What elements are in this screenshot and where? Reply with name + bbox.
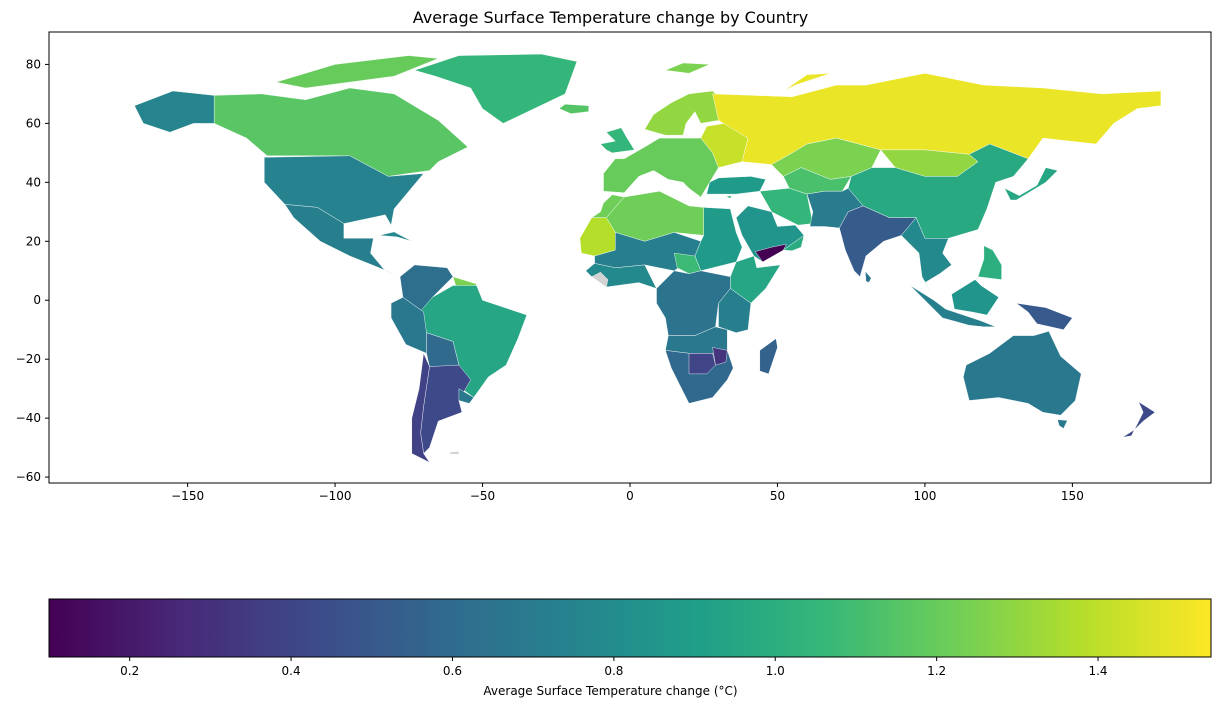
country-sri-lanka [865, 270, 872, 283]
x-tick: 50 [770, 483, 785, 503]
y-tick-label: 40 [26, 175, 41, 189]
x-tick-label: −50 [470, 489, 495, 503]
y-tick: −20 [16, 352, 49, 366]
y-tick-label: 0 [33, 293, 41, 307]
country-uruguay [458, 388, 474, 404]
country-madagascar [759, 338, 778, 375]
country-greenland [414, 53, 578, 124]
x-tick: 100 [913, 483, 936, 503]
country-svalbard [664, 62, 710, 74]
x-tick: 0 [626, 483, 634, 503]
y-tick-label: 80 [26, 57, 41, 71]
map-title: Average Surface Temperature change by Co… [412, 8, 809, 27]
x-tick-label: 0 [626, 489, 634, 503]
country-canada [213, 87, 469, 177]
country-novaya-zemlya [783, 73, 831, 92]
country-korea-japan [1004, 167, 1058, 201]
x-tick-label: −150 [171, 489, 204, 503]
country-india [839, 205, 917, 278]
y-tick: −40 [16, 411, 49, 425]
country-sahel [594, 232, 702, 272]
country-arctic-archipelago [276, 55, 439, 89]
country-cuba-caribbean [379, 231, 412, 242]
x-tick: 150 [1061, 483, 1084, 503]
x-tick: −50 [470, 483, 495, 503]
country-philippines [977, 245, 1002, 280]
colorbar [48, 598, 1212, 658]
y-tick: 80 [26, 57, 49, 71]
x-tick: −100 [319, 483, 352, 503]
country-sierra-leone-liberia [591, 271, 609, 288]
country-mexico-central-america [284, 204, 401, 277]
country-europe [603, 137, 719, 198]
country-tasmania [1057, 419, 1068, 429]
colorbar-tick: 0.4 [282, 657, 301, 678]
colorbar-tick-label: 0.6 [443, 664, 462, 678]
country-zimbabwe [712, 347, 728, 366]
colorbar-axis: 0.2 0.4 0.6 0.8 1.0 1.2 1.4 [120, 657, 1108, 678]
country-oman [782, 234, 805, 251]
country-yemen [754, 243, 787, 263]
colorbar-tick: 1.4 [1088, 657, 1108, 678]
colorbar-tick: 1.0 [766, 657, 785, 678]
x-axis: −150 −100 −50 0 50 100 150 [171, 483, 1084, 503]
y-tick-label: −20 [16, 352, 41, 366]
y-tick-label: 20 [26, 234, 41, 248]
country-falkland-islands [449, 450, 460, 455]
country-chad-region [673, 252, 702, 274]
x-tick: −150 [171, 483, 204, 503]
country-east-africa [718, 288, 752, 333]
colorbar-tick: 0.2 [120, 657, 139, 678]
y-tick: −60 [16, 470, 49, 484]
country-alaska [134, 90, 215, 133]
country-iceland [558, 103, 589, 114]
colorbar-tick-label: 0.8 [604, 664, 623, 678]
country-botswana [688, 353, 716, 375]
colorbar-tick: 1.2 [927, 657, 946, 678]
country-indonesia [910, 285, 996, 327]
country-turkey-caucasus [706, 176, 766, 195]
country-borneo-sulawesi [951, 279, 999, 316]
colorbar-tick-label: 1.2 [927, 664, 946, 678]
x-tick-label: −100 [319, 489, 352, 503]
y-tick-label: −40 [16, 411, 41, 425]
colorbar-tick-label: 0.4 [282, 664, 301, 678]
colorbar-tick-label: 0.2 [120, 664, 139, 678]
y-tick: 0 [33, 293, 49, 307]
y-tick-label: −60 [16, 470, 41, 484]
colorbar-label: Average Surface Temperature change (°C) [483, 684, 738, 698]
y-tick: 40 [26, 175, 49, 189]
country-egypt-sudan [694, 207, 743, 272]
country-layer [134, 53, 1162, 463]
country-new-zealand [1122, 401, 1156, 438]
country-southeast-asia [901, 217, 952, 298]
y-tick: 20 [26, 234, 49, 248]
country-cyprus-region [725, 195, 733, 199]
x-tick-label: 50 [770, 489, 785, 503]
colorbar-tick-label: 1.0 [766, 664, 785, 678]
y-tick: 60 [26, 116, 49, 130]
x-tick-label: 150 [1061, 489, 1084, 503]
country-uk-ireland [600, 127, 635, 154]
colorbar-tick: 0.6 [443, 657, 462, 678]
y-axis: −60 −40 −20 0 20 40 60 80 [16, 57, 49, 484]
country-australia [963, 330, 1082, 416]
colorbar-tick: 0.8 [604, 657, 623, 678]
country-chile [411, 352, 431, 463]
y-tick-label: 60 [26, 116, 41, 130]
x-tick-label: 100 [913, 489, 936, 503]
colorbar-tick-label: 1.4 [1088, 664, 1107, 678]
country-new-guinea [1016, 303, 1073, 330]
country-argentina [420, 364, 471, 454]
